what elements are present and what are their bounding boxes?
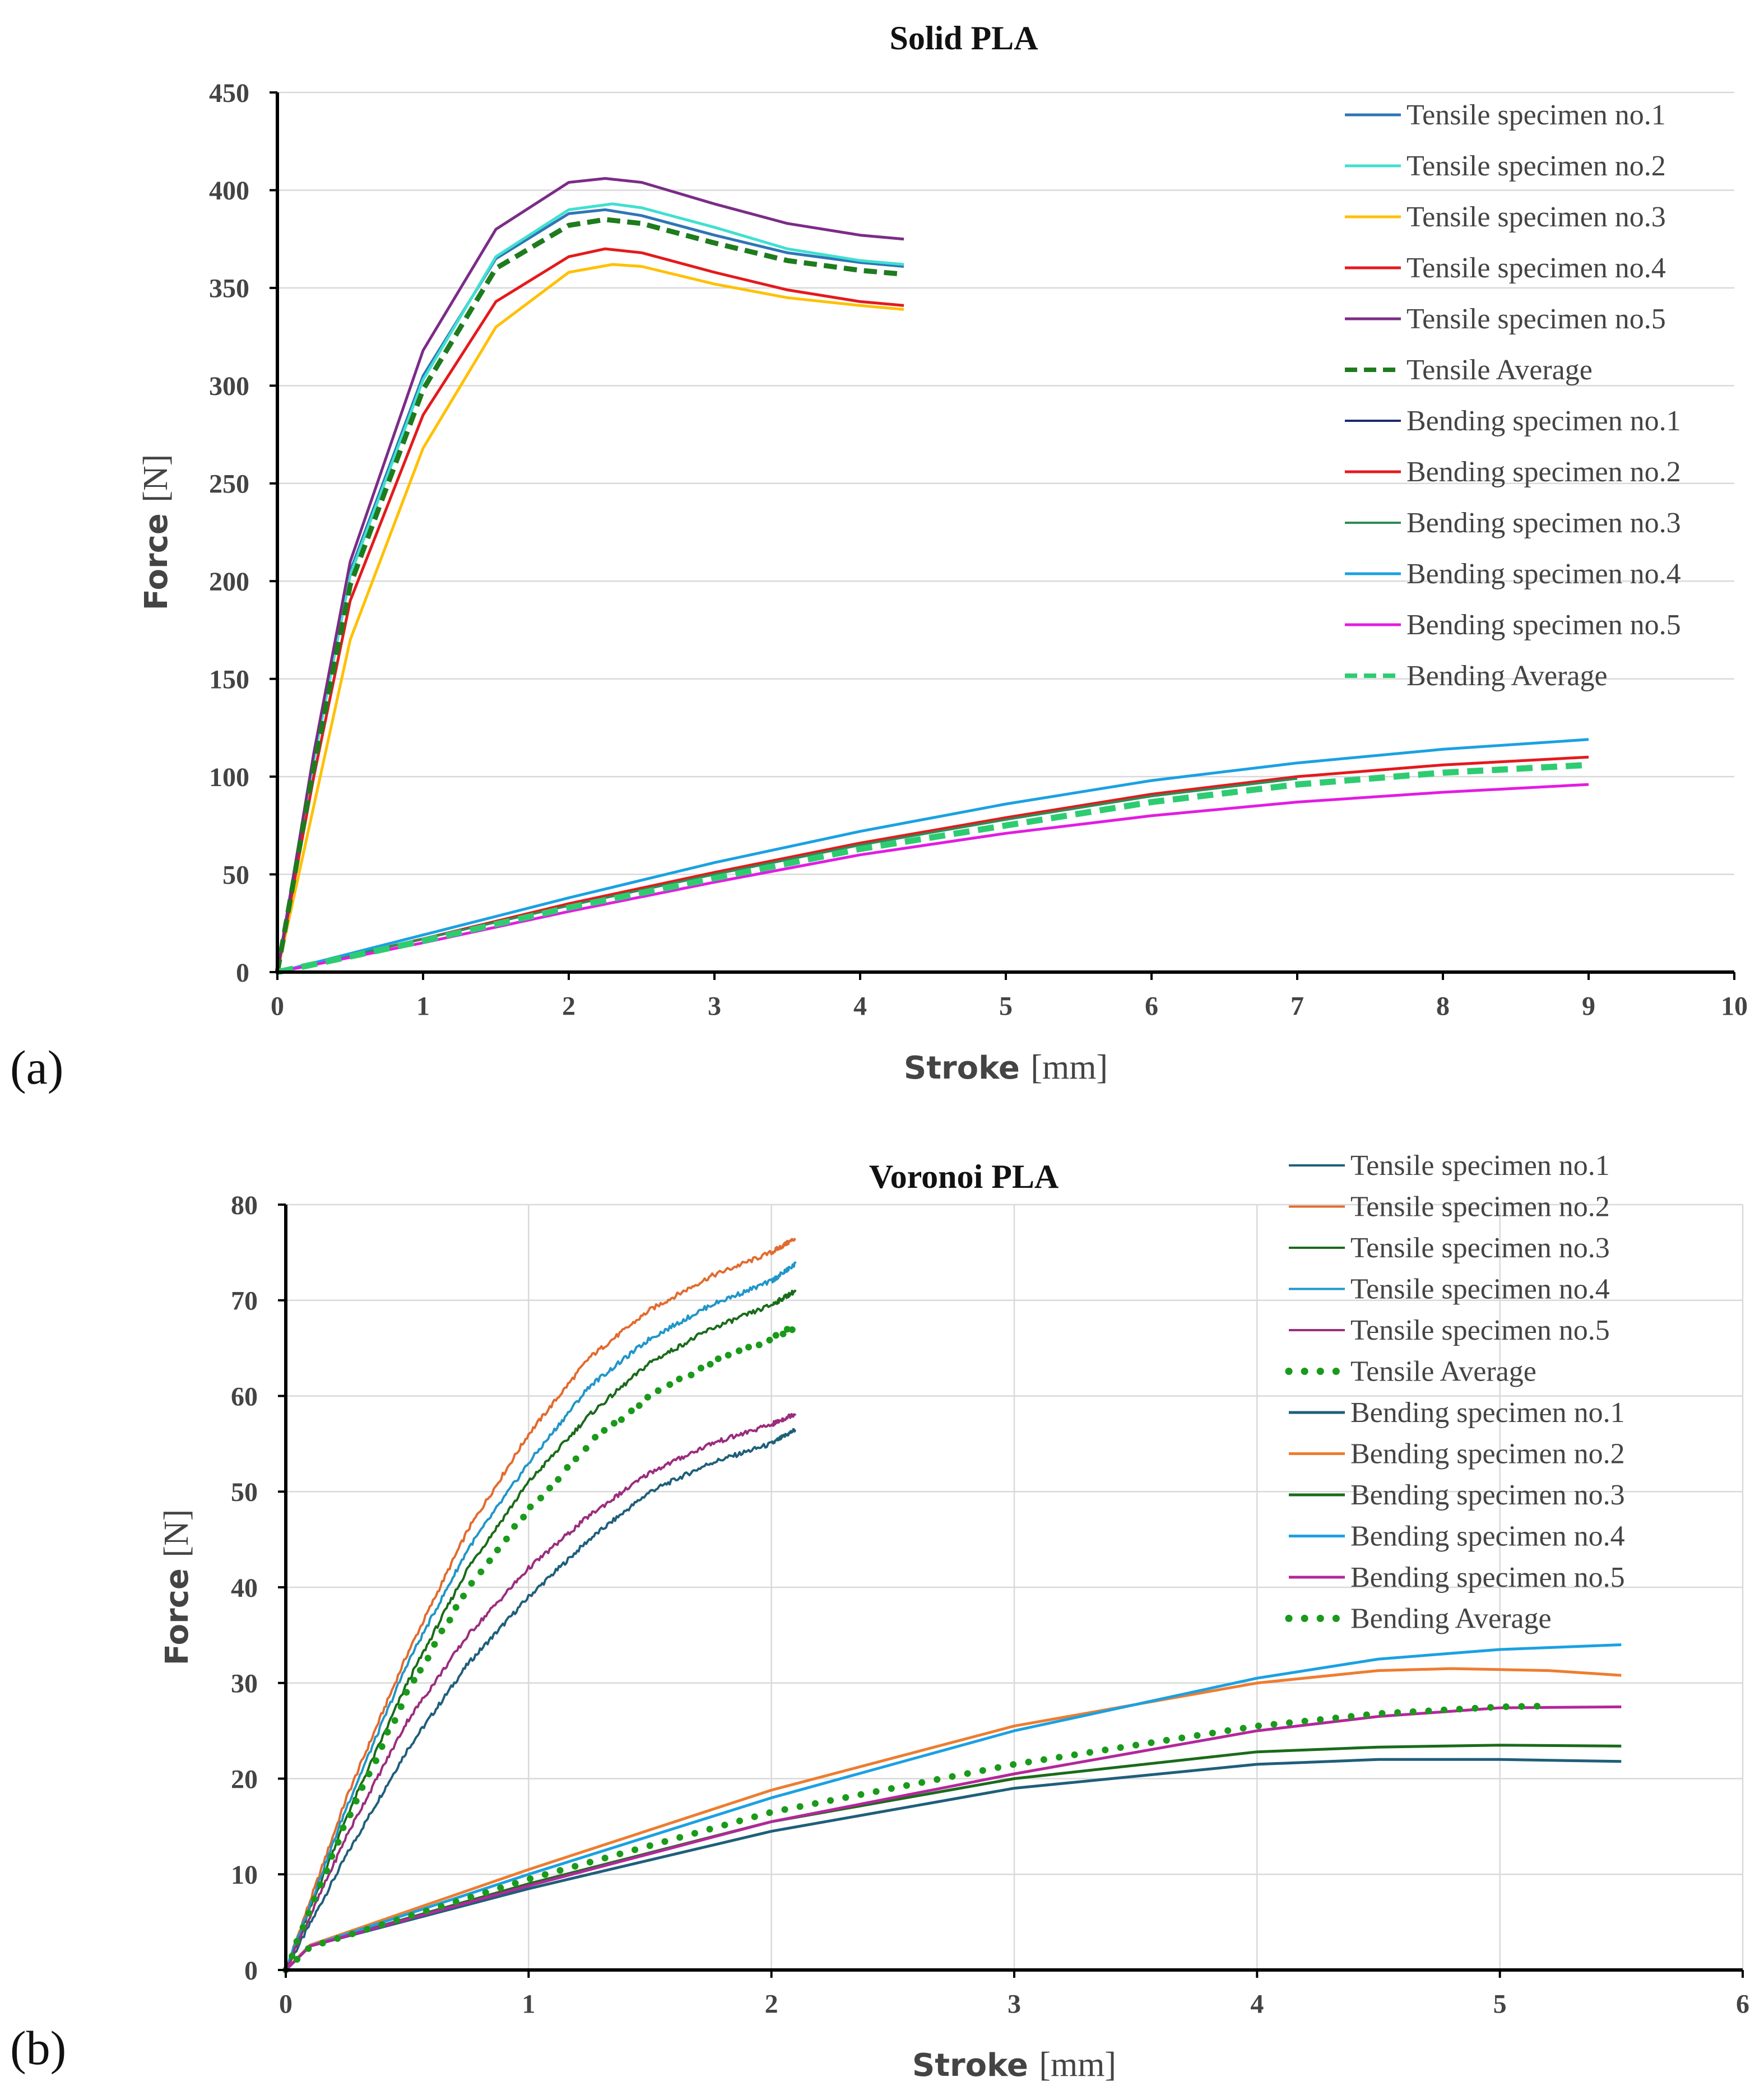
x-tick-label: 0 bbox=[279, 1989, 293, 2019]
y-tick-label: 200 bbox=[209, 567, 249, 597]
legend-label-tensile-specimen-no-4: Tensile specimen no.4 bbox=[1406, 252, 1666, 284]
series-tensile-specimen-no-3 bbox=[276, 263, 904, 973]
series-tensile-specimen-no-3 bbox=[285, 1289, 797, 1971]
legend-label-bending-specimen-no-3: Bending specimen no.3 bbox=[1350, 1479, 1625, 1511]
legend-label-tensile-average: Tensile Average bbox=[1350, 1356, 1536, 1388]
y-tick-label: 150 bbox=[209, 665, 249, 694]
chart-title: Solid PLA bbox=[889, 20, 1038, 57]
series-tensile-average bbox=[282, 1323, 799, 1973]
series-tensile-specimen-no-1 bbox=[285, 1428, 797, 1971]
series-bending-average bbox=[282, 1702, 1552, 1973]
series-bending-specimen-no-3 bbox=[277, 777, 1298, 973]
series-tensile-specimen-no-4 bbox=[276, 247, 904, 973]
y-tick-label: 80 bbox=[231, 1191, 258, 1220]
x-tick-label: 10 bbox=[1721, 991, 1748, 1021]
y-tick-label: 50 bbox=[231, 1477, 258, 1507]
x-axis-label: Stroke [mm] bbox=[912, 2046, 1116, 2084]
legend-label-bending-specimen-no-1: Bending specimen no.1 bbox=[1406, 405, 1681, 437]
y-tick-label: 70 bbox=[231, 1286, 258, 1316]
x-tick-label: 6 bbox=[1736, 1989, 1749, 2019]
legend-label-tensile-specimen-no-3: Tensile specimen no.3 bbox=[1406, 201, 1666, 233]
y-axis-label: Force [N] bbox=[157, 1509, 196, 1666]
y-tick-label: 0 bbox=[236, 958, 249, 988]
x-tick-label: 1 bbox=[522, 1989, 535, 2019]
y-axis-label: Force [N] bbox=[137, 454, 175, 611]
y-tick-label: 30 bbox=[231, 1669, 258, 1699]
y-tick-label: 20 bbox=[231, 1764, 258, 1794]
series-tensile-specimen-no-4 bbox=[285, 1261, 797, 1971]
legend-label-bending-average: Bending Average bbox=[1406, 660, 1608, 692]
legend-label-tensile-specimen-no-2: Tensile specimen no.2 bbox=[1406, 150, 1666, 182]
legend-label-tensile-specimen-no-3: Tensile specimen no.3 bbox=[1350, 1232, 1610, 1264]
legend-label-tensile-specimen-no-5: Tensile specimen no.5 bbox=[1406, 303, 1666, 335]
panel-label-b: (b) bbox=[10, 2021, 67, 2075]
series-bending-specimen-no-4 bbox=[277, 738, 1589, 974]
x-tick-label: 8 bbox=[1436, 991, 1450, 1021]
y-tick-label: 0 bbox=[244, 1956, 258, 1986]
y-tick-label: 450 bbox=[209, 78, 249, 108]
panel-label-a: (a) bbox=[10, 1040, 64, 1094]
legend-label-tensile-specimen-no-5: Tensile specimen no.5 bbox=[1350, 1314, 1610, 1346]
chart-voronoi-pla: 0 10 20 30 40 50 60 70 80 0 1 2 3 4 5 6 Voronoi PLA Strok… bbox=[157, 1150, 1749, 2084]
y-tick-label: 100 bbox=[209, 763, 249, 792]
x-tick-label: 3 bbox=[1008, 1989, 1021, 2019]
x-axis-label: Stroke [mm] bbox=[904, 1048, 1108, 1086]
y-tick-label: 300 bbox=[209, 371, 249, 401]
series-bending-specimen-no-4 bbox=[285, 1643, 1622, 1971]
y-tick-label: 40 bbox=[231, 1573, 258, 1603]
series-tensile-specimen-no-5 bbox=[276, 177, 904, 973]
y-tick-label: 10 bbox=[231, 1860, 258, 1890]
x-tick-label: 6 bbox=[1145, 991, 1158, 1021]
series-bending-specimen-no-2 bbox=[277, 755, 1589, 974]
y-tick-label: 400 bbox=[209, 176, 249, 206]
x-tick-label: 4 bbox=[853, 991, 867, 1021]
legend-label-tensile-specimen-no-2: Tensile specimen no.2 bbox=[1350, 1191, 1610, 1223]
legend-label-tensile-average: Tensile Average bbox=[1406, 354, 1593, 386]
y-tick-label: 50 bbox=[222, 860, 249, 890]
series-bending-specimen-no-1 bbox=[285, 1758, 1622, 1971]
legend-label-bending-specimen-no-5: Bending specimen no.5 bbox=[1406, 609, 1681, 641]
legend-label-bending-average: Bending Average bbox=[1350, 1603, 1552, 1635]
chart-title: Voronoi PLA bbox=[869, 1158, 1059, 1195]
x-tick-label: 2 bbox=[765, 1989, 778, 2019]
x-tick-label: 1 bbox=[416, 991, 430, 1021]
legend-label-bending-specimen-no-4: Bending specimen no.4 bbox=[1350, 1521, 1625, 1553]
legend-label-bending-specimen-no-4: Bending specimen no.4 bbox=[1406, 558, 1681, 590]
legend-label-bending-specimen-no-1: Bending specimen no.1 bbox=[1350, 1397, 1625, 1429]
y-tick-label: 60 bbox=[231, 1382, 258, 1411]
chart-solid-pla: 0 50 100 150 200 250 300 350 400 450 0 1 2 3 4 5 6 7 8 9 10 S… bbox=[137, 20, 1748, 1086]
x-tick-label: 4 bbox=[1250, 1989, 1264, 2019]
y-tick-label: 350 bbox=[209, 274, 249, 304]
legend: Tensile specimen no.1 Tensile specimen no… bbox=[1285, 1150, 1625, 1635]
x-tick-label: 0 bbox=[271, 991, 284, 1021]
series-bending-specimen-no-5 bbox=[277, 783, 1589, 974]
series-bending-average bbox=[276, 761, 1589, 975]
legend-label-tensile-specimen-no-1: Tensile specimen no.1 bbox=[1350, 1150, 1610, 1182]
legend: Tensile specimen no.1 Tensile specimen no… bbox=[1345, 99, 1681, 692]
x-tick-label: 2 bbox=[562, 991, 575, 1021]
legend-label-tensile-specimen-no-4: Tensile specimen no.4 bbox=[1350, 1274, 1610, 1305]
legend-label-bending-specimen-no-3: Bending specimen no.3 bbox=[1406, 507, 1681, 539]
legend-label-bending-specimen-no-2: Bending specimen no.2 bbox=[1350, 1438, 1625, 1470]
x-tick-label: 7 bbox=[1290, 991, 1304, 1021]
series-tensile-specimen-no-2 bbox=[285, 1238, 796, 1971]
y-tick-label: 250 bbox=[209, 470, 249, 499]
legend-label-tensile-specimen-no-1: Tensile specimen no.1 bbox=[1406, 99, 1666, 131]
legend-label-bending-specimen-no-5: Bending specimen no.5 bbox=[1350, 1562, 1625, 1593]
x-tick-label: 5 bbox=[1493, 1989, 1507, 2019]
legend-label-bending-specimen-no-2: Bending specimen no.2 bbox=[1406, 456, 1681, 488]
series-tensile-specimen-no-5 bbox=[285, 1413, 797, 1971]
x-tick-label: 5 bbox=[999, 991, 1013, 1021]
x-tick-label: 3 bbox=[708, 991, 721, 1021]
x-tick-label: 9 bbox=[1582, 991, 1595, 1021]
